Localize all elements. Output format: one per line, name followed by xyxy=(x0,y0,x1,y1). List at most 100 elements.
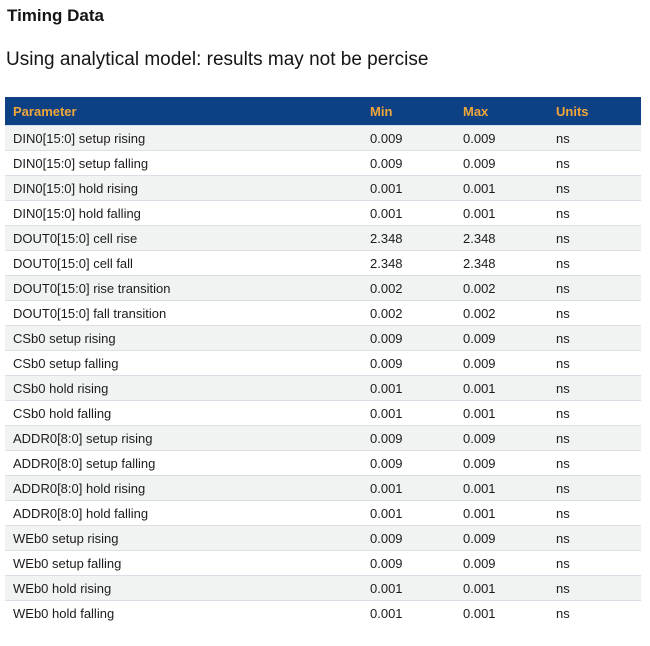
cell-units: ns xyxy=(556,505,570,521)
cell-min: 0.009 xyxy=(370,530,403,546)
cell-min: 0.001 xyxy=(370,480,403,496)
table-row: DOUT0[15:0] rise transition 0.002 0.002 ns xyxy=(5,275,641,300)
cell-max: 0.009 xyxy=(463,155,496,171)
cell-parameter: ADDR0[8:0] setup falling xyxy=(13,455,156,471)
cell-parameter: WEb0 setup falling xyxy=(13,555,122,571)
table-row: WEb0 hold falling 0.001 0.001 ns xyxy=(5,600,641,625)
cell-min: 0.009 xyxy=(370,330,403,346)
cell-units: ns xyxy=(556,330,570,346)
cell-min: 0.001 xyxy=(370,380,403,396)
cell-units: ns xyxy=(556,130,570,146)
cell-parameter: DOUT0[15:0] rise transition xyxy=(13,280,171,296)
table-row: WEb0 setup rising 0.009 0.009 ns xyxy=(5,525,641,550)
cell-parameter: DIN0[15:0] hold falling xyxy=(13,205,141,221)
cell-parameter: DOUT0[15:0] fall transition xyxy=(13,305,167,321)
cell-units: ns xyxy=(556,555,570,571)
page-subtitle: Using analytical model: results may not … xyxy=(6,49,429,70)
cell-max: 0.009 xyxy=(463,330,496,346)
cell-parameter: DOUT0[15:0] cell rise xyxy=(13,230,138,246)
cell-min: 0.001 xyxy=(370,605,403,621)
table-row: DIN0[15:0] hold falling 0.001 0.001 ns xyxy=(5,200,641,225)
table-row: ADDR0[8:0] setup rising 0.009 0.009 ns xyxy=(5,425,641,450)
cell-units: ns xyxy=(556,380,570,396)
column-header-max: Max xyxy=(463,103,489,119)
page-title: Timing Data xyxy=(7,6,104,25)
table-row: DIN0[15:0] hold rising 0.001 0.001 ns xyxy=(5,175,641,200)
cell-units: ns xyxy=(556,405,570,421)
cell-units: ns xyxy=(556,180,570,196)
cell-max: 0.009 xyxy=(463,430,496,446)
cell-max: 0.001 xyxy=(463,405,496,421)
cell-min: 0.009 xyxy=(370,430,403,446)
cell-units: ns xyxy=(556,155,570,171)
cell-parameter: DIN0[15:0] setup falling xyxy=(13,155,149,171)
table-row: CSb0 setup falling 0.009 0.009 ns xyxy=(5,350,641,375)
cell-min: 0.009 xyxy=(370,555,403,571)
cell-parameter: CSb0 hold rising xyxy=(13,380,109,396)
cell-max: 0.001 xyxy=(463,580,496,596)
cell-units: ns xyxy=(556,280,570,296)
cell-parameter: CSb0 setup rising xyxy=(13,330,116,346)
cell-parameter: DOUT0[15:0] cell fall xyxy=(13,255,133,271)
cell-units: ns xyxy=(556,430,570,446)
cell-parameter: ADDR0[8:0] setup rising xyxy=(13,430,153,446)
cell-units: ns xyxy=(556,480,570,496)
cell-max: 2.348 xyxy=(463,230,496,246)
cell-max: 0.001 xyxy=(463,380,496,396)
cell-max: 2.348 xyxy=(463,255,496,271)
cell-min: 0.009 xyxy=(370,355,403,371)
cell-parameter: CSb0 setup falling xyxy=(13,355,119,371)
table-header-row: Parameter Min Max Units xyxy=(5,97,641,125)
cell-max: 0.009 xyxy=(463,555,496,571)
column-header-parameter: Parameter xyxy=(13,103,77,119)
cell-units: ns xyxy=(556,255,570,271)
table-row: CSb0 hold rising 0.001 0.001 ns xyxy=(5,375,641,400)
cell-min: 0.009 xyxy=(370,155,403,171)
cell-max: 0.002 xyxy=(463,305,496,321)
cell-parameter: WEb0 hold falling xyxy=(13,605,115,621)
cell-parameter: CSb0 hold falling xyxy=(13,405,112,421)
table-row: ADDR0[8:0] setup falling 0.009 0.009 ns xyxy=(5,450,641,475)
cell-max: 0.009 xyxy=(463,355,496,371)
cell-min: 0.002 xyxy=(370,280,403,296)
cell-max: 0.009 xyxy=(463,530,496,546)
cell-min: 0.001 xyxy=(370,180,403,196)
table-row: WEb0 hold rising 0.001 0.001 ns xyxy=(5,575,641,600)
cell-units: ns xyxy=(556,605,570,621)
cell-units: ns xyxy=(556,355,570,371)
cell-units: ns xyxy=(556,305,570,321)
cell-parameter: WEb0 hold rising xyxy=(13,580,112,596)
cell-min: 0.001 xyxy=(370,205,403,221)
cell-units: ns xyxy=(556,230,570,246)
cell-max: 0.009 xyxy=(463,130,496,146)
cell-parameter: DIN0[15:0] hold rising xyxy=(13,180,139,196)
cell-min: 2.348 xyxy=(370,255,403,271)
table-row: ADDR0[8:0] hold falling 0.001 0.001 ns xyxy=(5,500,641,525)
table-row: DOUT0[15:0] cell fall 2.348 2.348 ns xyxy=(5,250,641,275)
column-header-min: Min xyxy=(370,103,393,119)
cell-max: 0.001 xyxy=(463,480,496,496)
cell-max: 0.002 xyxy=(463,280,496,296)
cell-min: 0.001 xyxy=(370,405,403,421)
table-row: DOUT0[15:0] cell rise 2.348 2.348 ns xyxy=(5,225,641,250)
cell-units: ns xyxy=(556,205,570,221)
table-row: CSb0 setup rising 0.009 0.009 ns xyxy=(5,325,641,350)
cell-parameter: ADDR0[8:0] hold rising xyxy=(13,480,146,496)
cell-units: ns xyxy=(556,455,570,471)
cell-units: ns xyxy=(556,580,570,596)
table-row: CSb0 hold falling 0.001 0.001 ns xyxy=(5,400,641,425)
cell-min: 0.009 xyxy=(370,130,403,146)
cell-max: 0.001 xyxy=(463,205,496,221)
cell-min: 0.002 xyxy=(370,305,403,321)
cell-min: 0.009 xyxy=(370,455,403,471)
cell-min: 2.348 xyxy=(370,230,403,246)
cell-min: 0.001 xyxy=(370,505,403,521)
table-row: DOUT0[15:0] fall transition 0.002 0.002 ns xyxy=(5,300,641,325)
table-row: DIN0[15:0] setup falling 0.009 0.009 ns xyxy=(5,150,641,175)
cell-min: 0.001 xyxy=(370,580,403,596)
cell-max: 0.001 xyxy=(463,505,496,521)
cell-parameter: WEb0 setup rising xyxy=(13,530,119,546)
cell-max: 0.001 xyxy=(463,180,496,196)
cell-parameter: DIN0[15:0] setup rising xyxy=(13,130,146,146)
cell-parameter: ADDR0[8:0] hold falling xyxy=(13,505,149,521)
